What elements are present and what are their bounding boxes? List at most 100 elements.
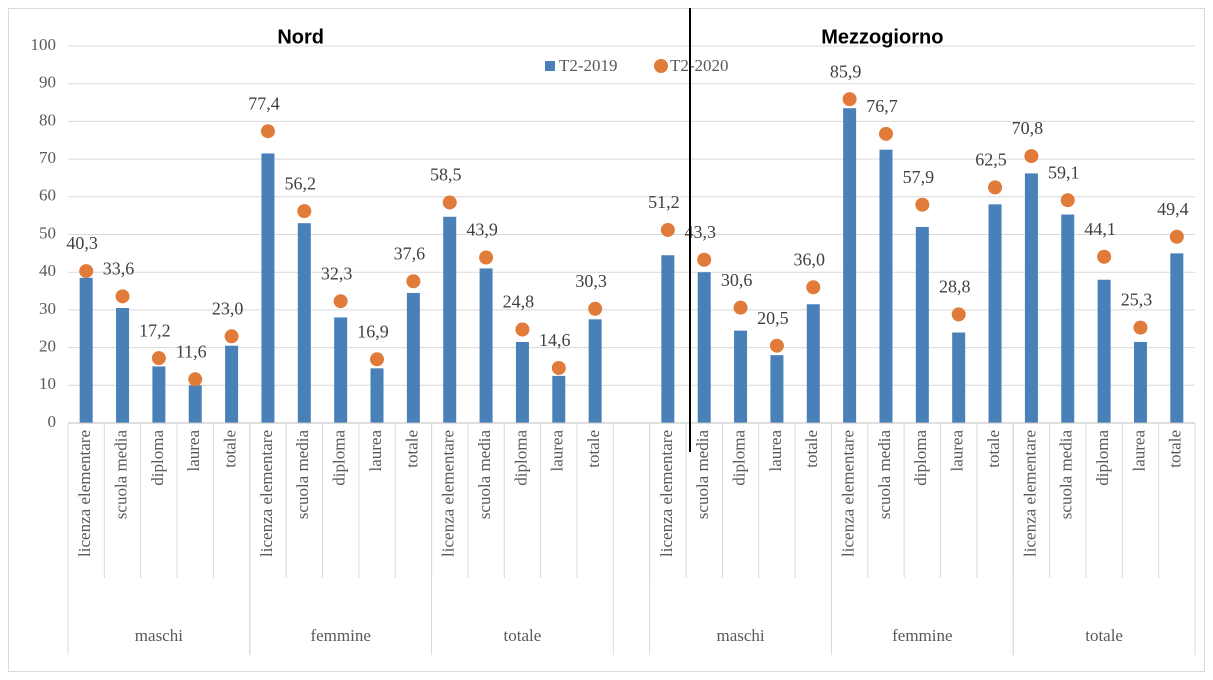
data-label: 14,6 xyxy=(539,330,571,350)
y-tick-label: 80 xyxy=(39,110,56,129)
data-label: 30,6 xyxy=(721,270,753,290)
x-tick-label: diploma xyxy=(511,430,530,486)
legend-swatch xyxy=(654,59,668,73)
bar xyxy=(261,153,275,423)
dot xyxy=(878,126,893,141)
dot xyxy=(733,300,748,315)
data-label: 20,5 xyxy=(757,308,789,328)
bar xyxy=(661,255,675,423)
dot xyxy=(1097,249,1112,264)
y-tick-label: 60 xyxy=(39,186,56,205)
data-label: 24,8 xyxy=(503,292,535,312)
bar xyxy=(952,332,966,423)
bar xyxy=(770,355,784,423)
dot xyxy=(588,301,603,316)
bar xyxy=(188,385,202,423)
y-tick-label: 50 xyxy=(39,223,56,242)
x-tick-label: licenza elementare xyxy=(657,430,676,557)
bar xyxy=(588,319,602,423)
bar xyxy=(334,317,348,423)
x-tick-label: totale xyxy=(221,430,240,468)
data-label: 51,2 xyxy=(648,192,680,212)
x-tick-label: laurea xyxy=(948,430,967,472)
bar xyxy=(843,108,857,423)
x-tick-label: licenza elementare xyxy=(839,430,858,557)
data-label: 16,9 xyxy=(357,321,389,341)
dot xyxy=(806,280,821,295)
x-tick-label: diploma xyxy=(729,430,748,486)
x-tick-label: totale xyxy=(1166,430,1185,468)
bar xyxy=(806,304,820,423)
data-label: 70,8 xyxy=(1012,118,1044,138)
x-tick-label: licenza elementare xyxy=(1020,430,1039,557)
data-label: 44,1 xyxy=(1084,219,1116,239)
x-tick-label: diploma xyxy=(330,430,349,486)
bar xyxy=(1097,279,1111,423)
group-label: totale xyxy=(504,626,542,645)
y-tick-label: 0 xyxy=(48,412,57,431)
bar xyxy=(152,366,166,423)
data-label: 57,9 xyxy=(903,167,935,187)
dot xyxy=(660,222,675,237)
x-tick-label: totale xyxy=(402,430,421,468)
x-tick-label: licenza elementare xyxy=(439,430,458,557)
bar xyxy=(370,368,384,423)
bar xyxy=(479,268,493,423)
dot xyxy=(1133,320,1148,335)
bar xyxy=(443,216,457,423)
dot xyxy=(951,307,966,322)
bar xyxy=(879,149,893,424)
chart-border xyxy=(8,8,1205,672)
dot xyxy=(769,338,784,353)
bar xyxy=(297,223,311,423)
group-label: maschi xyxy=(135,626,183,645)
dot xyxy=(260,124,275,139)
dot xyxy=(1169,229,1184,244)
dot xyxy=(551,360,566,375)
x-tick-label: laurea xyxy=(548,430,567,472)
data-label: 56,2 xyxy=(285,173,317,193)
dot xyxy=(1024,149,1039,164)
data-label: 23,0 xyxy=(212,298,244,318)
dot xyxy=(1060,193,1075,208)
group-label: femmine xyxy=(892,626,952,645)
dot xyxy=(115,289,130,304)
group-label: totale xyxy=(1085,626,1123,645)
bar xyxy=(1133,341,1147,423)
bar xyxy=(1024,173,1038,423)
x-tick-label: scuola media xyxy=(1057,430,1076,520)
x-tick-label: licenza elementare xyxy=(75,430,94,557)
dot xyxy=(224,329,239,344)
data-label: 32,3 xyxy=(321,263,353,283)
x-tick-label: laurea xyxy=(184,430,203,472)
data-label: 77,4 xyxy=(248,93,280,113)
panel-title: Mezzogiorno xyxy=(821,26,943,48)
bar xyxy=(697,272,711,423)
bar xyxy=(79,277,93,423)
dot xyxy=(515,322,530,337)
dot xyxy=(988,180,1003,195)
data-label: 62,5 xyxy=(975,150,1007,170)
data-label: 11,6 xyxy=(176,341,207,361)
bar xyxy=(988,204,1002,423)
dot xyxy=(915,197,930,212)
legend-swatch xyxy=(545,61,555,71)
y-tick-label: 30 xyxy=(39,299,56,318)
dot xyxy=(151,351,166,366)
x-tick-label: scuola media xyxy=(875,430,894,520)
dot xyxy=(442,195,457,210)
x-tick-label: diploma xyxy=(148,430,167,486)
dot xyxy=(479,250,494,265)
panel-title: Nord xyxy=(277,26,324,48)
data-label: 40,3 xyxy=(66,233,98,253)
bar xyxy=(116,308,130,423)
dot xyxy=(297,204,312,219)
bar xyxy=(406,292,420,423)
data-label: 36,0 xyxy=(794,249,826,269)
group-label: femmine xyxy=(310,626,370,645)
x-tick-label: scuola media xyxy=(111,430,130,520)
bar xyxy=(225,345,239,423)
x-tick-label: scuola media xyxy=(293,430,312,520)
y-tick-label: 70 xyxy=(39,148,56,167)
x-tick-label: scuola media xyxy=(475,430,494,520)
